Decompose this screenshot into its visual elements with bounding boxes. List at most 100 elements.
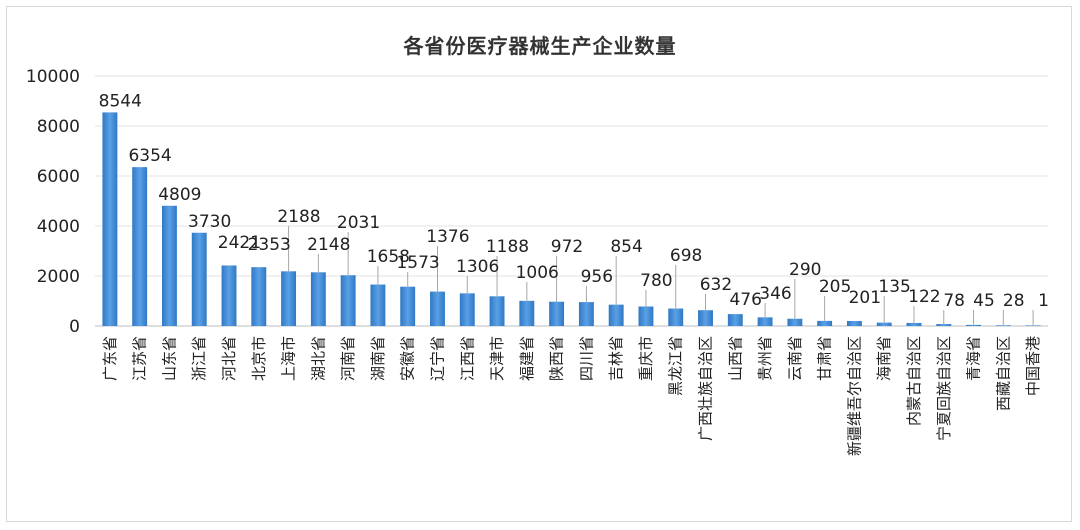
data-label: 1006 (516, 263, 559, 283)
bar (281, 271, 297, 326)
category-label: 陕西省 (548, 336, 566, 381)
category-label: 山西省 (726, 336, 744, 381)
chart-frame (6, 6, 1072, 522)
category-label: 西藏自治区 (994, 336, 1012, 411)
bar (817, 320, 833, 326)
bar (340, 275, 356, 326)
category-label: 福建省 (518, 336, 536, 381)
data-label: 698 (670, 246, 702, 266)
bar (400, 286, 416, 326)
bar (310, 272, 326, 326)
chart-title: 各省份医疗器械生产企业数量 (403, 34, 677, 58)
category-label: 浙江省 (190, 336, 208, 381)
leader-lines (288, 226, 1034, 326)
category-label: 湖北省 (309, 336, 327, 381)
category-label: 宁夏回族自治区 (935, 336, 953, 441)
category-label: 重庆市 (637, 336, 655, 381)
bar (102, 112, 118, 327)
bar (727, 314, 743, 326)
bar (638, 306, 654, 326)
y-tick-label: 10000 (26, 67, 80, 87)
y-tick-label: 6000 (37, 167, 80, 187)
category-label: 广东省 (101, 336, 119, 381)
data-label: 4809 (158, 185, 201, 205)
bar (936, 324, 952, 326)
data-label: 632 (700, 275, 732, 295)
data-label: 205 (819, 277, 851, 297)
category-label: 广西壮族自治区 (697, 336, 715, 441)
bar (370, 284, 386, 326)
category-label: 四川省 (577, 336, 595, 381)
category-labels: 广东省 江苏省 山东省 浙江省 河北省 北京市 上海市 湖北省 河南省 湖南省 安徽省 辽宁省 江西省天… (101, 336, 1042, 456)
y-tick-label: 0 (69, 317, 80, 337)
data-label: 956 (581, 267, 613, 287)
bar (191, 232, 207, 326)
bar (430, 291, 445, 326)
data-label: 201 (849, 288, 881, 308)
data-label: 1376 (426, 227, 469, 247)
bar (519, 300, 535, 326)
category-label: 河南省 (339, 336, 357, 381)
data-label: 1306 (456, 257, 499, 277)
category-label: 吉林省 (607, 336, 625, 381)
bar (549, 301, 565, 326)
bar (251, 267, 267, 326)
category-label: 上海市 (280, 336, 298, 381)
data-label: 2353 (248, 235, 291, 255)
y-tick-label: 2000 (37, 267, 80, 287)
bar (846, 320, 862, 326)
category-label: 安徽省 (399, 336, 417, 381)
data-label: 290 (789, 260, 821, 280)
bar (459, 293, 475, 326)
data-label: 78 (943, 291, 965, 311)
data-label: 3730 (188, 212, 231, 232)
bars (102, 112, 1041, 327)
data-label: 8544 (99, 91, 142, 111)
category-label: 天津市 (488, 336, 506, 381)
bar (876, 322, 892, 326)
data-label: 2421 (218, 233, 261, 253)
bar (162, 205, 177, 326)
data-label: 28 (1003, 291, 1025, 311)
data-label: 1573 (396, 253, 439, 273)
data-label: 2148 (307, 235, 350, 255)
category-label: 甘肃省 (816, 336, 834, 381)
data-label: 2031 (337, 213, 380, 233)
bar (757, 317, 773, 326)
bar (489, 296, 505, 326)
category-label: 山东省 (160, 336, 178, 381)
data-label: 122 (908, 287, 940, 307)
data-label: 1 (1038, 291, 1049, 311)
category-label: 江西省 (458, 336, 476, 381)
bar (906, 322, 922, 326)
y-axis-ticks: 0 2000 4000 6000 8000 10000 (26, 67, 80, 337)
data-label: 1658 (367, 247, 410, 267)
data-label: 6354 (128, 146, 171, 166)
y-tick-label: 4000 (37, 217, 80, 237)
category-label: 贵州省 (756, 336, 774, 381)
category-label: 湖南省 (369, 336, 387, 381)
data-label: 972 (551, 237, 583, 257)
category-label: 内蒙古自治区 (905, 336, 923, 426)
data-label: 1188 (486, 237, 529, 257)
data-label: 135 (878, 277, 910, 297)
category-label: 中国香港 (1024, 336, 1042, 396)
bar (668, 308, 684, 326)
category-label: 河北省 (220, 336, 238, 381)
category-label: 北京市 (250, 336, 268, 381)
data-label: 346 (759, 284, 791, 304)
data-label: 780 (640, 271, 672, 291)
data-label: 854 (610, 237, 642, 257)
bar (578, 302, 594, 326)
category-label: 云南省 (786, 336, 804, 381)
category-label: 青海省 (965, 336, 983, 381)
y-tick-label: 8000 (37, 117, 80, 137)
category-label: 海南省 (875, 336, 893, 381)
data-label: 45 (973, 291, 995, 311)
bar (698, 310, 713, 326)
category-label: 辽宁省 (428, 336, 446, 381)
bar (787, 318, 803, 326)
bar (995, 325, 1011, 326)
